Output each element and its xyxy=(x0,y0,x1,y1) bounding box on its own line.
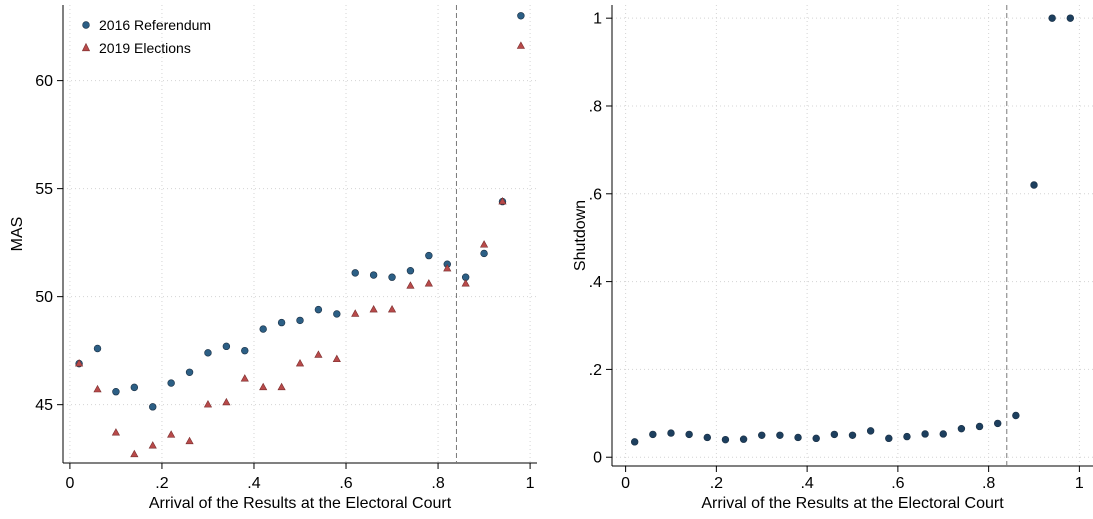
shutdown-point-circle xyxy=(722,436,729,443)
mas-point-circle xyxy=(297,317,304,324)
shutdown-point-circle xyxy=(649,431,656,438)
mas-point-circle xyxy=(517,12,524,19)
shutdown-point-circle xyxy=(740,436,747,443)
mas-point-circle xyxy=(223,343,230,350)
mas-legend-label: 2019 Elections xyxy=(99,40,191,56)
shutdown-point-circle xyxy=(813,435,820,442)
shutdown-y-tick-label: .6 xyxy=(589,186,602,203)
mas-x-tick-label: .8 xyxy=(431,475,444,492)
mas-point-circle xyxy=(278,319,285,326)
mas-legend-label: 2016 Referendum xyxy=(99,17,211,33)
shutdown-point-circle xyxy=(758,432,765,439)
mas-point-circle xyxy=(168,380,175,387)
mas-y-axis-title: MAS xyxy=(9,217,26,252)
shutdown-point-circle xyxy=(958,425,965,432)
shutdown-point-circle xyxy=(904,433,911,440)
shutdown-point-circle xyxy=(885,435,892,442)
mas-point-circle xyxy=(389,274,396,281)
mas-point-circle xyxy=(149,403,156,410)
mas-x-tick-label: .4 xyxy=(247,475,260,492)
shutdown-y-tick-label: 1 xyxy=(593,11,602,28)
mas-y-tick-label: 50 xyxy=(35,289,53,306)
shutdown-point-circle xyxy=(1049,15,1056,22)
shutdown-point-circle xyxy=(704,434,711,441)
shutdown-point-circle xyxy=(994,420,1001,427)
shutdown-x-tick-label: 1 xyxy=(1075,475,1084,492)
shutdown-x-tick-label: .4 xyxy=(800,475,813,492)
mas-plot-area xyxy=(63,5,537,463)
shutdown-point-circle xyxy=(867,427,874,434)
shutdown-point-circle xyxy=(940,431,947,438)
shutdown-x-tick-label: .2 xyxy=(710,475,723,492)
shutdown-point-circle xyxy=(795,434,802,441)
shutdown-point-circle xyxy=(831,431,838,438)
shutdown-point-circle xyxy=(631,438,638,445)
mas-point-circle xyxy=(260,326,267,333)
shutdown-plot-area xyxy=(612,5,1093,466)
mas-point-circle xyxy=(205,349,212,356)
mas-point-circle xyxy=(94,345,101,352)
shutdown-y-tick-label: .4 xyxy=(589,274,602,291)
mas-panel: 0 .2 .4 .6 .8 1 45 50 55 60 Arrival of the Results… xyxy=(9,5,537,512)
shutdown-point-circle xyxy=(922,431,929,438)
mas-point-circle xyxy=(370,272,377,279)
mas-x-axis-title: Arrival of the Results at the Electoral … xyxy=(149,495,452,512)
shutdown-y-tick-label: .8 xyxy=(589,98,602,115)
mas-point-circle xyxy=(352,269,359,276)
mas-y-tick-label: 55 xyxy=(35,181,53,198)
shutdown-y-tick-label: .2 xyxy=(589,362,602,379)
shutdown-x-tick-label: .6 xyxy=(891,475,904,492)
shutdown-point-circle xyxy=(1012,412,1019,419)
mas-point-circle xyxy=(315,306,322,313)
shutdown-point-circle xyxy=(668,430,675,437)
shutdown-x-axis-title: Arrival of the Results at the Electoral … xyxy=(701,495,1004,512)
shutdown-panel: 0 .2 .4 .6 .8 1 0 .2 .4 .6 .8 1 Arrival of the Resul… xyxy=(572,5,1093,512)
shutdown-point-circle xyxy=(776,432,783,439)
shutdown-point-circle xyxy=(686,431,693,438)
shutdown-y-axis-title: Shutdown xyxy=(572,200,589,271)
shutdown-x-tick-label: .8 xyxy=(982,475,995,492)
shutdown-point-circle xyxy=(849,432,856,439)
shutdown-point-circle xyxy=(1067,15,1074,22)
mas-point-circle xyxy=(113,388,120,395)
mas-point-circle xyxy=(481,250,488,257)
shutdown-point-circle xyxy=(976,423,983,430)
mas-x-tick-label: 0 xyxy=(65,475,74,492)
mas-point-circle xyxy=(333,311,340,318)
mas-y-tick-label: 60 xyxy=(35,73,53,90)
shutdown-y-tick-label: 0 xyxy=(593,450,602,467)
mas-x-tick-label: .6 xyxy=(339,475,352,492)
mas-legend-marker-circle xyxy=(83,22,90,29)
mas-y-tick-label: 45 xyxy=(35,397,53,414)
mas-point-circle xyxy=(131,384,138,391)
mas-point-circle xyxy=(425,252,432,259)
shutdown-x-tick-label: 0 xyxy=(621,475,630,492)
mas-point-circle xyxy=(186,369,193,376)
mas-x-tick-label: 1 xyxy=(526,475,535,492)
mas-point-circle xyxy=(407,267,414,274)
mas-point-circle xyxy=(241,347,248,354)
shutdown-point-circle xyxy=(1031,182,1038,189)
mas-x-tick-label: .2 xyxy=(155,475,168,492)
